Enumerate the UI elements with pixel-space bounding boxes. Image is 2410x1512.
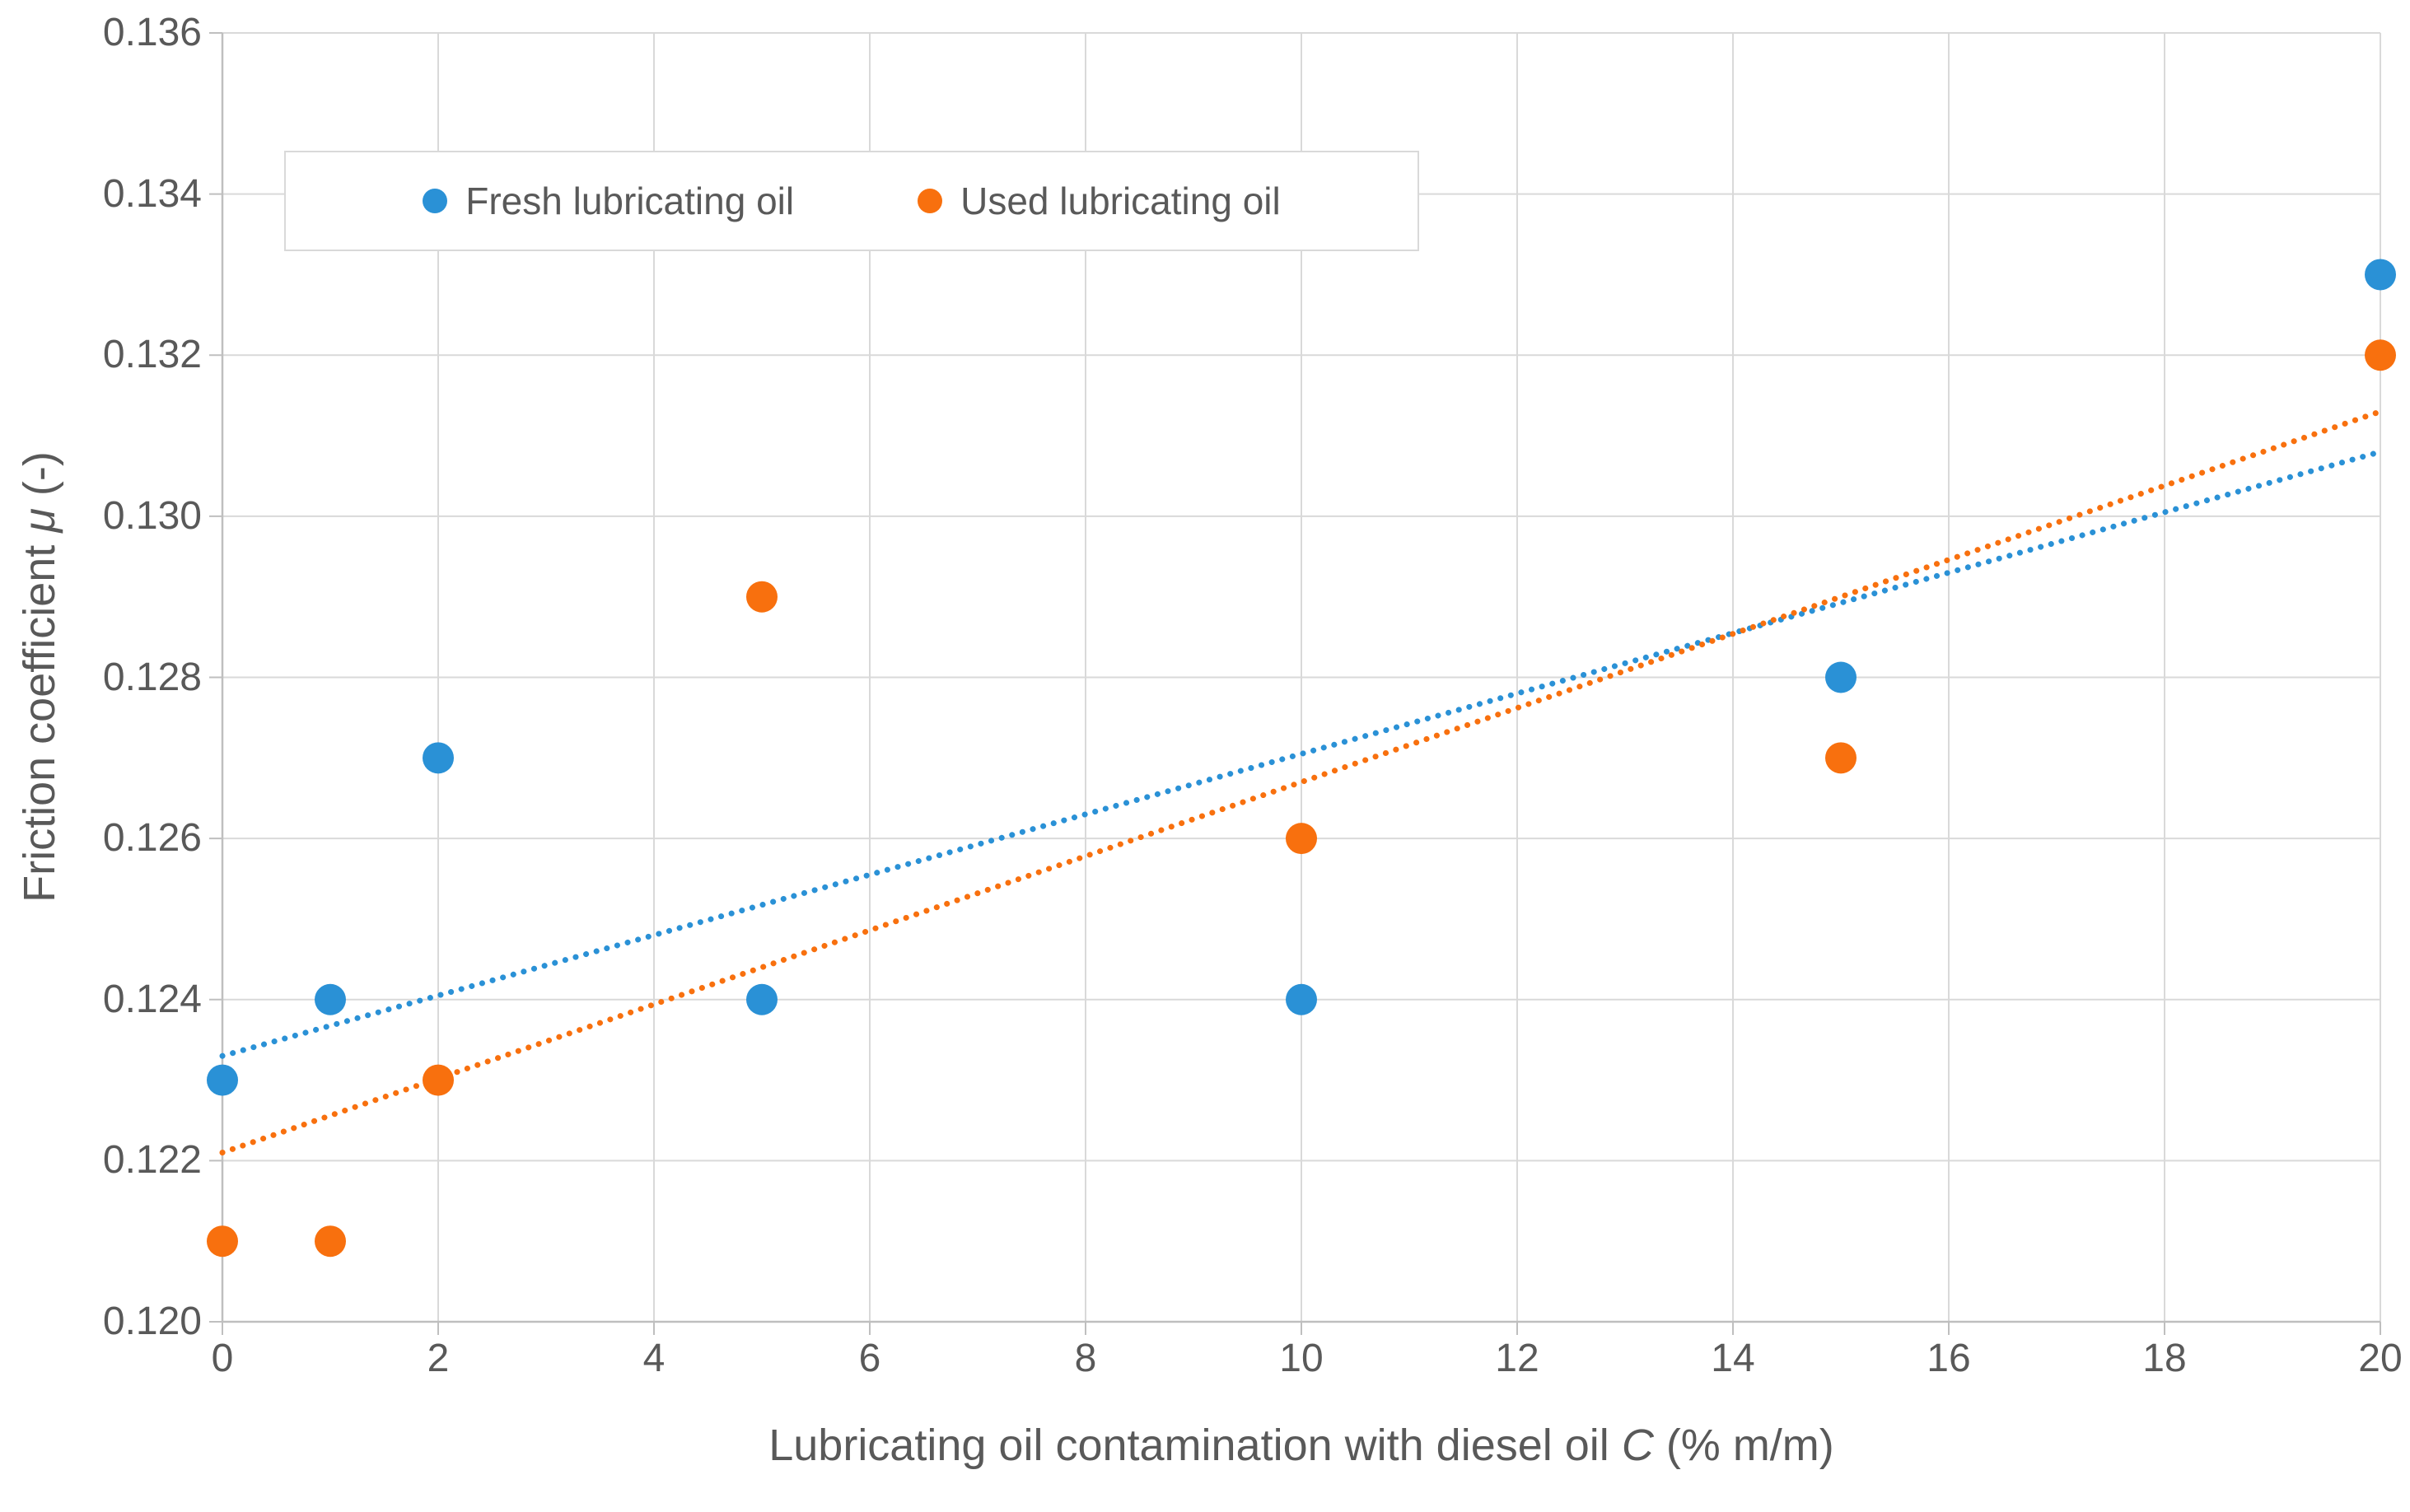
legend-label-used: Used lubricating oil — [960, 180, 1281, 222]
y-title-text: Friction coefficient — [15, 532, 64, 903]
legend: Fresh lubricating oil Used lubricating o… — [284, 151, 1419, 251]
x-axis-title: Lubricating oil contamination with diese… — [222, 1420, 2380, 1471]
x-tick-label: 18 — [2142, 1337, 2187, 1380]
y-title-symbol: μ — [15, 508, 64, 533]
data-point — [315, 1225, 346, 1258]
y-tick-label: 0.120 — [102, 1300, 202, 1343]
trendline — [219, 449, 2384, 1059]
y-tick-label: 0.128 — [102, 655, 202, 699]
legend-label-fresh: Fresh lubricating oil — [465, 180, 795, 222]
data-point — [423, 1064, 454, 1096]
y-tick-label: 0.126 — [102, 816, 202, 861]
y-tick-label: 0.136 — [102, 11, 202, 54]
data-point — [746, 983, 778, 1015]
x-tick-label: 6 — [858, 1337, 881, 1380]
x-tick-label: 14 — [1711, 1337, 1755, 1380]
x-tick-label: 12 — [1495, 1337, 1539, 1380]
x-tick-label: 2 — [427, 1337, 450, 1380]
x-tick-label: 4 — [642, 1337, 666, 1380]
x-title-symbol: C — [1621, 1421, 1654, 1470]
x-title-text: Lubricating oil contamination with diese… — [768, 1421, 1622, 1470]
data-point — [746, 581, 778, 613]
data-point — [207, 1225, 238, 1258]
x-tick-label: 0 — [211, 1337, 234, 1380]
data-point — [1825, 661, 1857, 693]
data-point — [1825, 742, 1857, 774]
data-point — [1286, 983, 1317, 1015]
y-tick-label: 0.122 — [102, 1138, 202, 1183]
x-tick-label: 16 — [1927, 1337, 1971, 1380]
x-tick-label: 10 — [1279, 1337, 1324, 1380]
y-title-unit: (-) — [15, 451, 64, 509]
y-tick-label: 0.132 — [102, 333, 202, 377]
data-point — [2365, 339, 2396, 371]
data-point — [1286, 823, 1317, 855]
fresh-series-marker-icon — [423, 189, 448, 213]
y-tick-label: 0.134 — [102, 171, 202, 216]
used-series-marker-icon — [918, 189, 943, 213]
x-title-unit: (% m/m) — [1653, 1421, 1834, 1470]
y-axis-title: Friction coefficient μ (-) — [14, 451, 65, 903]
y-tick-label: 0.124 — [102, 977, 202, 1021]
data-point — [2365, 259, 2396, 291]
trendline — [219, 408, 2384, 1156]
data-point — [315, 983, 346, 1015]
legend-item-used: Used lubricating oil — [918, 179, 1281, 223]
legend-item-fresh: Fresh lubricating oil — [423, 179, 794, 223]
x-tick-label: 8 — [1074, 1337, 1097, 1380]
x-tick-label: 20 — [2358, 1337, 2403, 1380]
data-point — [423, 742, 454, 774]
data-point — [207, 1064, 238, 1096]
y-tick-label: 0.130 — [102, 493, 202, 538]
